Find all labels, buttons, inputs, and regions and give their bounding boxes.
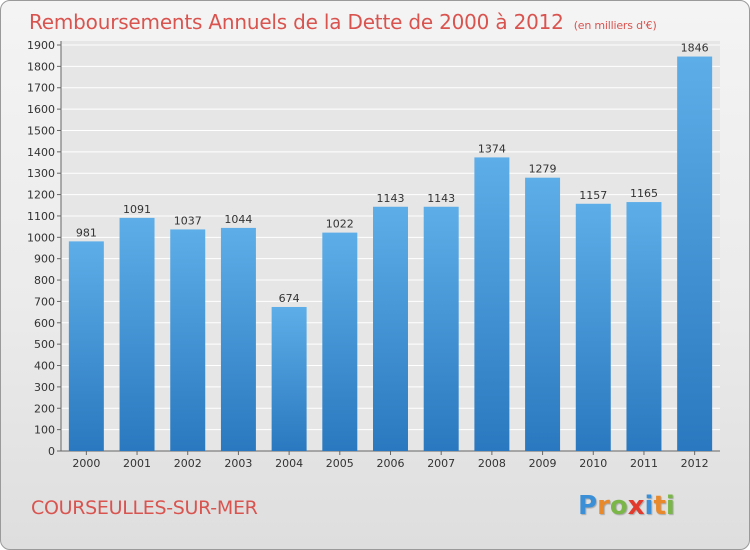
bar-value-label: 1143: [427, 192, 455, 205]
commune-name: COURSEULLES-SUR-MER: [31, 497, 258, 519]
bar: [626, 202, 662, 451]
bar: [474, 157, 510, 451]
y-tick-label: 500: [34, 338, 55, 351]
y-tick-label: 1800: [27, 60, 55, 73]
logo-letter: x: [627, 491, 645, 521]
bar-value-label: 1143: [377, 192, 405, 205]
proxiti-logo: Proxiti: [578, 491, 675, 521]
bar: [170, 229, 206, 451]
y-tick-label: 600: [34, 317, 55, 330]
y-tick-label: 0: [48, 445, 55, 458]
logo-letter: i: [644, 491, 654, 521]
y-tick-label: 200: [34, 402, 55, 415]
bar-value-label: 1279: [529, 163, 557, 176]
y-tick-label: 1600: [27, 103, 55, 116]
logo-letter: P: [578, 491, 598, 521]
bar: [119, 217, 155, 451]
bar: [525, 177, 561, 452]
x-tick-label: 2012: [681, 457, 709, 470]
bar: [271, 306, 307, 451]
bar: [373, 206, 408, 451]
bar: [575, 203, 611, 451]
bar-value-label: 1044: [224, 213, 252, 226]
y-tick-label: 1500: [27, 124, 55, 137]
x-tick-label: 2003: [224, 457, 252, 470]
bar: [677, 56, 713, 452]
bar-value-label: 1022: [326, 218, 354, 231]
y-tick-label: 700: [34, 295, 55, 308]
y-tick-label: 800: [34, 274, 55, 287]
bar-value-label: 1846: [681, 42, 709, 55]
x-tick-label: 2010: [579, 457, 607, 470]
logo-letter: t: [653, 491, 666, 521]
y-tick-label: 1900: [27, 39, 55, 52]
bar: [322, 232, 358, 451]
y-tick-label: 1000: [27, 231, 55, 244]
y-tick-label: 1400: [27, 146, 55, 159]
y-tick-label: 100: [34, 424, 55, 437]
bar-value-label: 1037: [174, 214, 202, 227]
bar-value-label: 1157: [579, 189, 607, 202]
bar: [423, 206, 459, 451]
x-tick-label: 2011: [630, 457, 658, 470]
x-tick-label: 2007: [427, 457, 455, 470]
bar-value-label: 981: [76, 226, 97, 239]
bar-value-label: 1091: [123, 203, 151, 216]
bar-value-label: 1165: [630, 187, 658, 200]
y-tick-label: 900: [34, 253, 55, 266]
x-tick-label: 2008: [478, 457, 506, 470]
x-tick-label: 2009: [529, 457, 557, 470]
x-tick-label: 2001: [123, 457, 151, 470]
chart-title-text: Remboursements Annuels de la Dette de 20…: [29, 10, 564, 34]
logo-letter: o: [609, 491, 628, 521]
logo-letter: r: [597, 491, 610, 521]
y-tick-label: 400: [34, 360, 55, 373]
logo-letter: i: [665, 491, 675, 521]
x-tick-label: 2005: [326, 457, 354, 470]
bar-value-label: 1374: [478, 142, 506, 155]
y-tick-label: 1700: [27, 82, 55, 95]
x-tick-label: 2000: [72, 457, 100, 470]
y-tick-label: 1100: [27, 210, 55, 223]
bar: [68, 241, 104, 451]
bar-value-label: 674: [279, 292, 300, 305]
y-tick-label: 300: [34, 381, 55, 394]
bar: [220, 227, 256, 451]
y-tick-label: 1200: [27, 189, 55, 202]
x-tick-label: 2006: [377, 457, 405, 470]
y-tick-label: 1300: [27, 167, 55, 180]
chart-subtitle: (en milliers d'€): [573, 19, 657, 32]
x-tick-label: 2004: [275, 457, 303, 470]
chart-title: Remboursements Annuels de la Dette de 20…: [29, 10, 657, 34]
x-tick-label: 2002: [174, 457, 202, 470]
